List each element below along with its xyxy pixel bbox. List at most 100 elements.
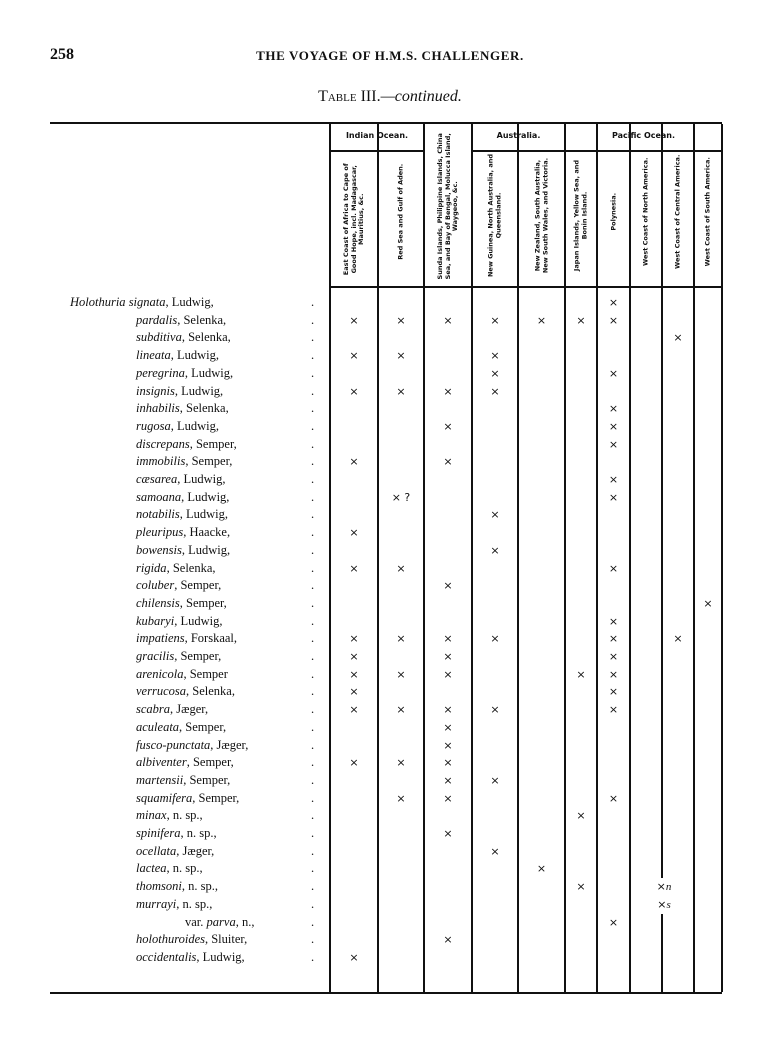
occurrence-mark: ×	[608, 366, 619, 380]
authority: , Ludwig,	[181, 542, 231, 557]
leader-dot: .	[311, 542, 315, 557]
occurrence-mark: ×	[490, 366, 500, 380]
occurrence-mark: ×	[490, 773, 500, 787]
table-row: martensii, Semper,. × ×	[50, 772, 722, 789]
occurrence-mark: ×	[443, 773, 453, 787]
species: minax	[136, 808, 167, 823]
occurrence-mark: ×	[349, 455, 359, 469]
species: thomsoni	[136, 879, 182, 894]
species: ocellata	[136, 843, 177, 858]
leader-dot: .	[311, 843, 315, 858]
occurrence-mark: ×	[396, 384, 406, 398]
species: impatiens	[136, 631, 185, 646]
authority: , n.,	[235, 914, 255, 929]
column-rule	[564, 124, 566, 992]
leader-dot: .	[311, 525, 315, 540]
occurrence-mark: ×	[608, 437, 619, 451]
table-row: aculeata, Semper,. ×	[50, 719, 722, 736]
occurrence-mark: ×	[349, 756, 359, 770]
species: occidentalis	[136, 949, 197, 964]
group-label: Australia.	[496, 131, 541, 140]
column-rule	[693, 124, 695, 992]
leader-dot: .	[311, 560, 315, 575]
species: spinifera	[136, 826, 181, 840]
occurrence-mark: ×	[349, 703, 359, 717]
species: fusco-punctata	[136, 737, 211, 752]
species: rigida	[136, 560, 167, 575]
table-row: rigida, Selenka,. × × ×	[50, 560, 722, 577]
occurrence-mark: ×	[536, 862, 547, 876]
page-number: 258	[50, 46, 74, 63]
column-rule	[721, 124, 723, 992]
authority: , Semper	[183, 666, 228, 681]
occurrence-mark: ×	[443, 579, 453, 593]
column-header: New Zealand, South Australia, New South …	[518, 154, 565, 286]
column-header-text: West Coast of South America.	[703, 157, 712, 267]
table-row: occidentalis, Ludwig,. ×	[50, 949, 722, 966]
table-row: pleuripus, Haacke,. ×	[50, 524, 722, 541]
leader-dot: .	[311, 790, 315, 805]
table-row: subditiva, Selenka,. ×	[50, 329, 722, 346]
table-row: kubaryi, Ludwig,. ×	[50, 613, 722, 630]
species: notabilis	[136, 507, 180, 522]
authority: , Selenka,	[179, 401, 229, 416]
leader-dot: .	[311, 613, 315, 628]
table-row: albiventer, Semper,. × × ×	[50, 754, 722, 771]
leader-dot: .	[311, 932, 315, 947]
species-name: insignis, Ludwig,	[136, 383, 223, 400]
authority: , Sluiter,	[204, 932, 248, 947]
column-rule	[329, 124, 331, 992]
leader-dot: .	[311, 312, 315, 327]
table-row: verrucosa, Selenka,. × ×	[50, 683, 722, 700]
occurrence-mark: ×	[396, 349, 406, 363]
occurrence-mark: ×	[396, 756, 406, 770]
column-header: New Guinea, North Australia, and Queensl…	[472, 154, 518, 286]
occurrence-mark: ×	[443, 720, 453, 734]
occurrence-mark: ×	[576, 809, 586, 823]
species-name: scabra, Jæger,	[136, 701, 208, 718]
column-rule	[629, 124, 631, 992]
authority: , n. sp.,	[166, 861, 203, 876]
species: insignis	[136, 383, 175, 398]
species-name: impatiens, Forskaal,	[136, 630, 237, 647]
species-name: rigida, Selenka,	[136, 560, 216, 577]
species: cæsarea	[136, 472, 178, 486]
species: aculeata	[136, 719, 180, 734]
species-name: albiventer, Semper,	[136, 754, 234, 771]
column-rule	[596, 124, 598, 992]
species: parva	[206, 914, 236, 929]
authority: , Ludwig,	[177, 472, 226, 486]
leader-dot: .	[311, 418, 315, 433]
leader-dot: .	[311, 684, 315, 699]
occurrence-mark: ×	[396, 667, 406, 681]
species-name: murrayi, n. sp.,	[136, 896, 212, 913]
column-header-text: West Coast of Central America.	[673, 154, 682, 269]
table-row: rugosa, Ludwig,. × ×	[50, 418, 722, 435]
leader-dot: .	[311, 507, 315, 522]
column-rule	[471, 124, 473, 992]
species-name: peregrina, Ludwig,	[136, 365, 233, 382]
species: discrepans	[136, 436, 190, 451]
table-row: lineata, Ludwig,. × × ×	[50, 347, 722, 364]
species-name: gracilis, Semper,	[136, 648, 221, 665]
occurrence-mark: ×	[608, 650, 619, 663]
species-name: squamifera, Semper,	[136, 790, 239, 807]
column-header-text: Polynesia.	[608, 192, 617, 231]
species-name: ocellata, Jæger,	[136, 843, 214, 860]
column-header-text: West Coast of North America.	[641, 157, 650, 266]
species-name: thomsoni, n. sp.,	[136, 878, 218, 895]
authority: , Ludwig,	[165, 295, 214, 309]
authority: , Semper,	[192, 790, 240, 805]
species: verrucosa	[136, 684, 186, 699]
occurrence-mark: ×	[576, 313, 586, 327]
table-row: cæsarea, Ludwig,. ×	[50, 471, 722, 488]
table-row: bowensis, Ludwig,. ×	[50, 542, 722, 559]
occurrence-mark: ×	[396, 561, 406, 575]
species: chilensis	[136, 595, 180, 610]
table-row: minax, n. sp.,. ×	[50, 807, 722, 824]
occurrence-mark: ×	[443, 738, 453, 752]
occurrence-mark: ×	[443, 419, 453, 433]
authority: , Semper,	[179, 719, 227, 734]
species: pleuripus	[136, 525, 184, 540]
occurrence-mark: ×	[490, 349, 500, 363]
